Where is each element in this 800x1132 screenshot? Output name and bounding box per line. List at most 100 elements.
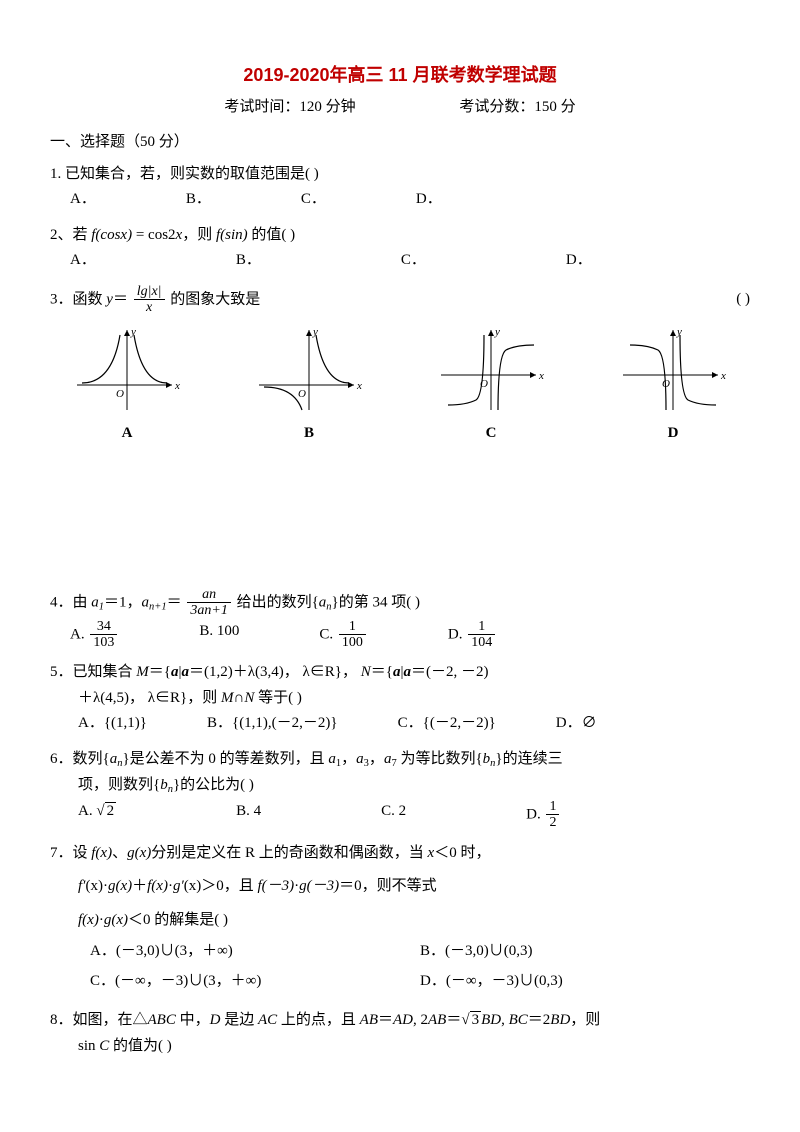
q4-an1: a [142,594,150,610]
graph-a: x y O A [50,325,204,447]
q6-l1c: 为等比数列{ [397,751,483,767]
q8-AC: AC [258,1012,277,1028]
q6-a1: a [328,751,336,767]
svg-text:x: x [538,370,544,382]
q7-gx: g(x) [127,845,151,861]
q7-fx3: f(x) [78,912,99,928]
svg-text:x: x [356,380,362,392]
q8-l1b: 中， [176,1012,210,1028]
q3-graphs: x y O A x y O B x y O [50,325,750,447]
q8-AB2: AB [428,1012,446,1028]
q6-a3: a [356,751,364,767]
q4-an1sub: n+1 [149,601,167,612]
question-4: 4．由 a1＝1，an+1＝ an 3an+1 给出的数列{an}的第 34 项… [50,587,750,651]
q8-AB: AB [360,1012,378,1028]
title-part-2: 年高三 [330,65,384,85]
q4-opt-b: B. 100 [199,619,239,651]
q7-l1b: 分别是定义在 R 上的奇函数和偶函数，当 [151,845,427,861]
q2-opt-a: A． [70,248,96,274]
q8-l1a: 8．如图，在△ [50,1012,148,1028]
q5-opt-b: B．{(1,1),(－2,－2)} [207,711,338,737]
q7-options: A．(－3,0)∪(3，＋∞) B．(－3,0)∪(0,3) C．(－∞，－3)… [90,939,750,998]
q5-a4: a [403,664,411,680]
q5-l2b: 等于( ) [254,690,302,706]
q7-opt-a: A．(－3,0)∪(3，＋∞) [90,939,420,965]
q1-text: 1. 已知集合，若，则实数的取值范围是( ) [50,166,319,182]
q1-opt-a: A． [70,187,96,213]
q7-plus: ＋ [132,878,147,894]
q4-den: 3an+1 [187,603,230,618]
q2-options: A． B． C． D． [70,248,750,274]
svg-text:x: x [174,380,180,392]
section-1-header: 一、选择题（50 分） [50,130,750,156]
q4-opt-a: A. 34103 [70,619,119,651]
q7-opt-c: C．(－∞，－3)∪(3，＋∞) [90,969,420,995]
title-part-3: 11 [389,65,408,85]
title-part-4: 月联考数学理试题 [413,65,557,85]
q8-l2b: 的值为( ) [109,1038,172,1054]
q8-l1c: 是边 [220,1012,258,1028]
q8-C: C [99,1038,109,1054]
q5-N: N [361,664,371,680]
q4-num: an [187,587,230,603]
q4-eq2: ＝ [167,594,182,610]
question-7: 7．设 f(x)、g(x)分别是定义在 R 上的奇函数和偶函数，当 x＜0 时，… [50,841,750,999]
q7-l2c: (x)＞0，且 [184,878,258,894]
q7-gp: g′ [173,878,184,894]
q2-mid2: ，则 [182,227,216,243]
graph-a-label: A [50,421,204,447]
q6-opt-d: D. 12 [526,799,561,831]
q1-opt-b: B． [186,187,211,213]
q3-num: lg|x| [134,284,165,300]
q5-opt-a: A．{(1,1)} [78,711,147,737]
q8-BC: BC [509,1012,528,1028]
q2-fcosx: f(cosx) [91,227,132,243]
q1-opt-c: C． [301,187,326,213]
svg-text:y: y [676,326,682,338]
q2-suffix: 的值( ) [248,227,296,243]
question-8: 8．如图，在△ABC 中，D 是边 AC 上的点，且 AB＝AD, 2AB＝√3… [50,1008,750,1059]
q4-suffix: }的第 34 项( ) [332,594,420,610]
q4-frac: an 3an+1 [187,587,230,619]
q6-opt-c: C. 2 [381,799,406,831]
graph-b: x y O B [232,325,386,447]
q4-options: A. 34103 B. 100 C. 1100 D. 1104 [70,619,750,651]
q8-l2a: sin [78,1038,99,1054]
svg-text:x: x [720,370,726,382]
q7-lt0: ＜0 时， [434,845,490,861]
q8-comma3: ，则 [570,1012,600,1028]
svg-text:y: y [494,326,500,338]
q7-c1: 、 [112,845,127,861]
q7-gx2: g(x) [108,878,132,894]
q4-eq1: ＝1， [104,594,142,610]
q2-fsin: f(sin) [216,227,248,243]
q1-opt-d: D． [416,187,442,213]
q6-l2a: 项，则数列{ [78,777,160,793]
q6-c2: ， [369,751,384,767]
q6-l1a: 6．数列{ [50,751,110,767]
q4-opt-d: D. 1104 [448,619,497,651]
q5-MN: M∩N [221,690,254,706]
q6-c1: ， [341,751,356,767]
q8-D: D [210,1012,221,1028]
q7-fx2: f(x) [147,878,168,894]
q7-l1: 7．设 [50,845,91,861]
q7-fm3: f(－3) [257,878,294,894]
q7-l2b: (x)· [85,878,108,894]
q5-a2: a [181,664,189,680]
question-5: 5．已知集合 M＝{a|a＝(1,2)＋λ(3,4)， λ∈R}， N＝{a|a… [50,660,750,737]
q6-options: A. √2 B. 4 C. 2 D. 12 [78,799,750,831]
q2-opt-b: B． [236,248,261,274]
q7-eq0: ＝0，则不等式 [339,878,437,894]
title-part-1: 2019-2020 [243,65,329,85]
q4-mid: 给出的数列{ [237,594,319,610]
q8-abc: ABC [148,1012,176,1028]
q8-eq2: ＝ [446,1012,461,1028]
q8-comma: , 2 [413,1012,428,1028]
q3-fraction: lg|x| x [134,284,165,316]
q5-l1a: 5．已知集合 [50,664,136,680]
q2-opt-d: D． [566,248,592,274]
q3-den: x [134,300,165,315]
svg-text:y: y [130,326,136,338]
q5-eq: ＝{ [149,664,171,680]
